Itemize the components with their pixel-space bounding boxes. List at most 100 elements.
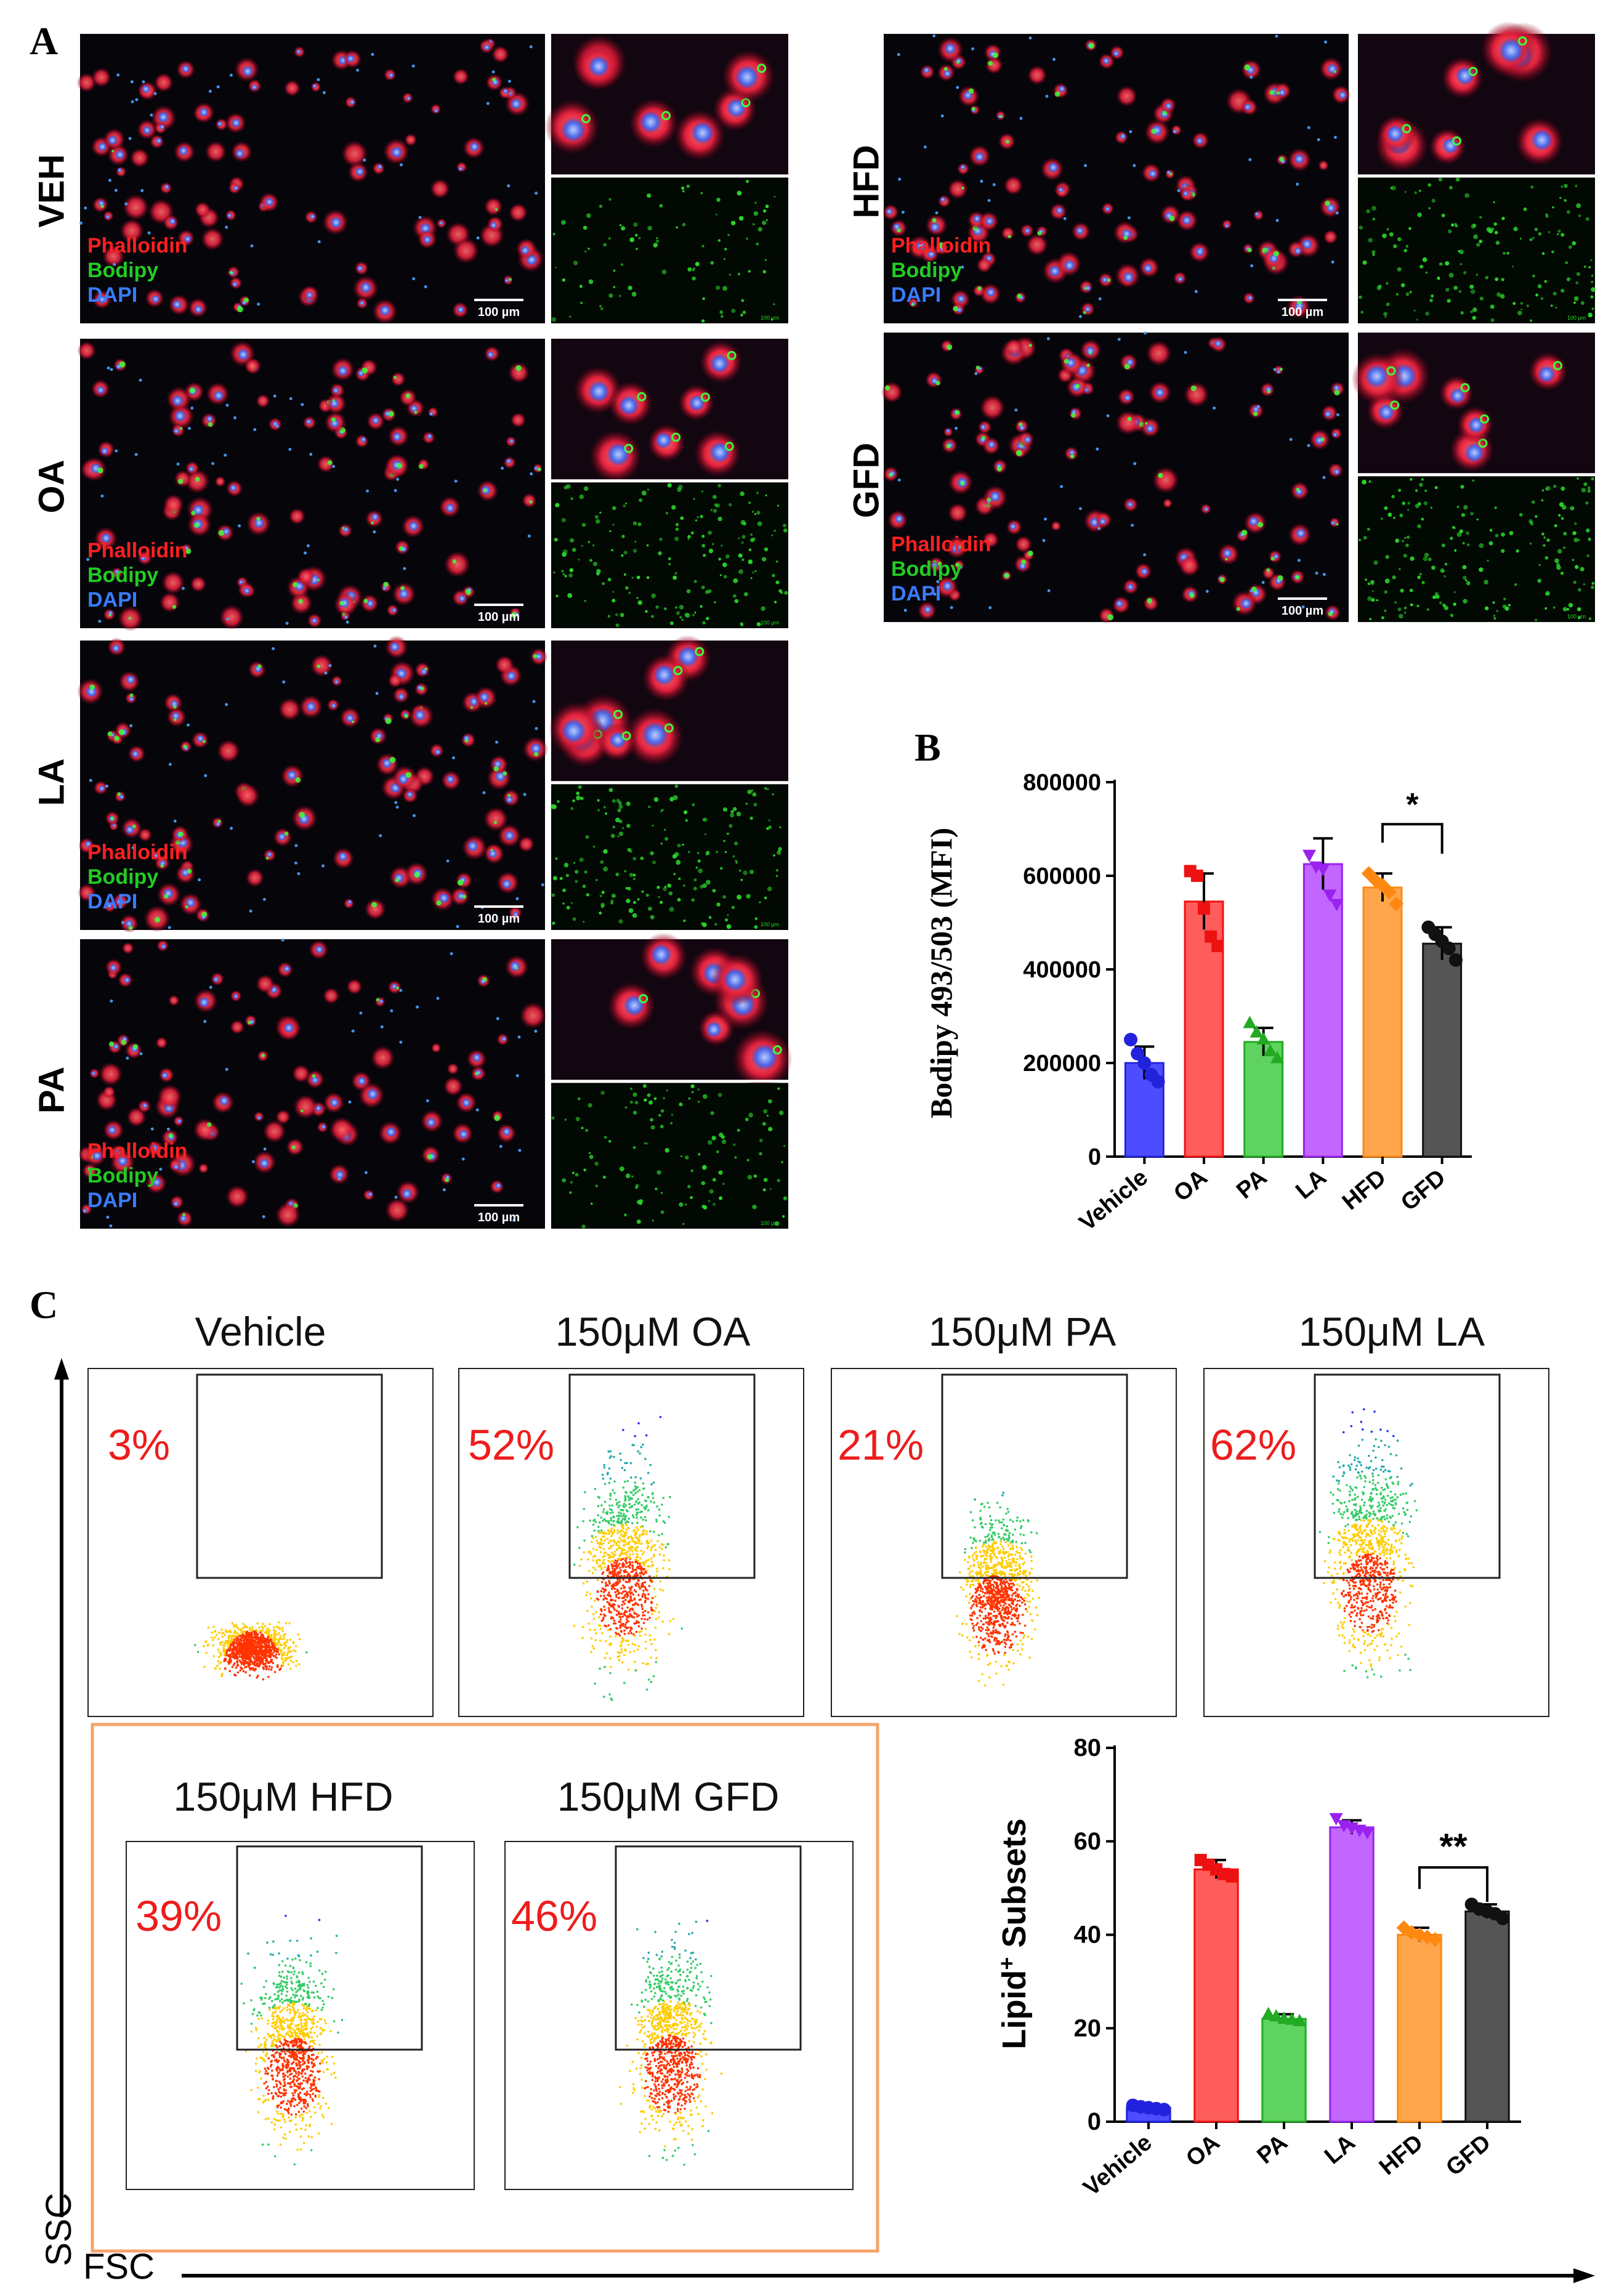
bodipy-dot (1410, 589, 1413, 592)
nucleus (115, 150, 125, 160)
event-dot (633, 1650, 636, 1652)
nucleus (213, 390, 224, 401)
bodipy-dot (1410, 478, 1412, 480)
event-dot (655, 1627, 657, 1629)
bodipy-dot (701, 535, 705, 538)
nucleus (459, 1130, 469, 1139)
bodipy-dot (1449, 186, 1453, 190)
event-dot (610, 1517, 612, 1519)
bodipy-dot (1399, 614, 1403, 619)
nucleus (1296, 528, 1306, 538)
event-dot (224, 1667, 227, 1670)
bodipy-dot (583, 884, 586, 888)
dapi-speck (898, 479, 901, 482)
x-category-label: Vehicle (1075, 1165, 1153, 1236)
cell (289, 508, 306, 525)
event-dot (236, 1654, 238, 1657)
dapi-speck (252, 1160, 255, 1163)
event-dot (593, 1618, 596, 1620)
bodipy-dot (1588, 487, 1590, 489)
dapi-speck (129, 137, 132, 140)
lipid-droplet (169, 1133, 174, 1138)
event-dot (602, 1511, 605, 1513)
bodipy-dot (730, 813, 734, 817)
bodipy-dot (1527, 304, 1529, 307)
event-dot (246, 1644, 249, 1647)
event-dot (609, 1628, 612, 1631)
bodipy-dot (755, 917, 757, 920)
event-dot (635, 1591, 637, 1593)
gate-percentage: 52% (468, 1421, 554, 1469)
event-dot (637, 1556, 639, 1558)
event-dot (622, 1527, 624, 1530)
nucleus (265, 197, 274, 206)
event-dot (589, 1628, 592, 1631)
bodipy-dot (625, 503, 627, 504)
bodipy-dot (602, 891, 605, 894)
event-dot (240, 1649, 243, 1652)
bodipy-dot (675, 785, 678, 788)
cell (190, 576, 207, 592)
bodipy-dot (731, 220, 735, 225)
lipid-droplet (935, 381, 940, 385)
event-dot (594, 1488, 597, 1490)
nucleus (653, 664, 675, 685)
bodipy-dot (587, 248, 589, 249)
lipid-droplet (1248, 248, 1252, 253)
event-dot (242, 1627, 244, 1629)
cell (217, 740, 240, 763)
dapi-speck (115, 450, 118, 453)
bodipy-dot (1588, 313, 1593, 318)
bodipy-dot (698, 1088, 700, 1091)
event-dot (629, 1553, 631, 1556)
dapi-speck (366, 490, 369, 493)
event-dot (258, 1662, 260, 1665)
dapi-speck (1131, 523, 1134, 527)
nucleus (487, 351, 495, 358)
bodipy-dot (639, 1199, 643, 1203)
lipid-droplet (1225, 558, 1227, 560)
event-dot (627, 1640, 629, 1643)
bodipy-dot (1424, 490, 1427, 492)
event-dot (618, 1530, 621, 1533)
event-dot (592, 1548, 595, 1550)
nucleus (1538, 365, 1556, 383)
event-dot (642, 1482, 645, 1485)
bodipy-dot (1405, 544, 1409, 548)
event-dot (603, 1548, 605, 1550)
event-dot (618, 1515, 621, 1518)
bodipy-dot (761, 606, 765, 611)
nucleus (1024, 227, 1030, 233)
nucleus (1222, 548, 1232, 558)
dapi-speck (289, 397, 293, 400)
bar-hfd (1363, 887, 1402, 1157)
bodipy-dot (1581, 488, 1586, 493)
event-dot (256, 1644, 259, 1646)
lipid-droplet (1237, 607, 1240, 611)
lipid-droplet (396, 987, 399, 990)
bodipy-dot (722, 1139, 726, 1144)
bodipy-dot (616, 623, 620, 627)
lipid-droplet (261, 1054, 265, 1057)
dapi-speck (1195, 290, 1198, 293)
nucleus (1333, 468, 1340, 475)
bodipy-dot (1467, 543, 1470, 546)
bodipy-dot (733, 594, 737, 598)
event-dot (203, 1666, 206, 1668)
lipid-droplet (436, 900, 441, 905)
cell (976, 257, 992, 273)
lipid-droplet (108, 732, 113, 737)
event-dot (642, 1568, 644, 1570)
event-dot (258, 1642, 260, 1644)
event-dot (637, 1508, 640, 1511)
nucleus (985, 217, 995, 226)
lipid-droplet (371, 902, 377, 907)
stain-label-dapi: DAPI (891, 283, 941, 307)
event-dot (618, 1596, 621, 1599)
event-dot (240, 1638, 242, 1641)
bodipy-dot (635, 234, 638, 237)
cell (292, 1064, 310, 1083)
nucleus (158, 111, 169, 123)
nucleus (232, 118, 241, 128)
nucleus (194, 305, 203, 314)
